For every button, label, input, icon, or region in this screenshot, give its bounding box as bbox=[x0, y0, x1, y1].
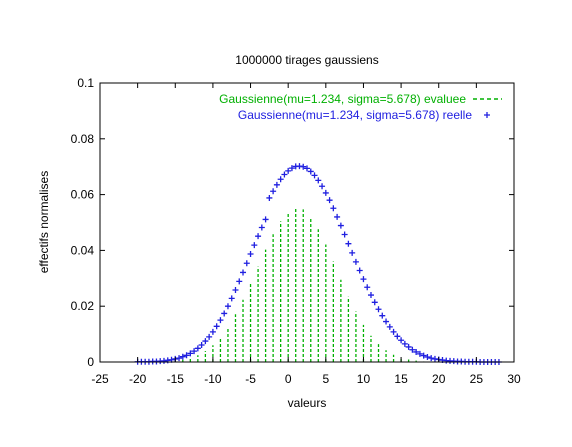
x-tick-label: -25 bbox=[91, 372, 109, 386]
data-point bbox=[401, 340, 408, 347]
data-point bbox=[243, 260, 250, 267]
data-point bbox=[202, 338, 209, 345]
data-point bbox=[191, 348, 198, 355]
data-point bbox=[198, 341, 205, 348]
data-point bbox=[345, 240, 352, 247]
x-tick-label: -20 bbox=[129, 372, 147, 386]
data-point bbox=[266, 194, 273, 201]
data-point bbox=[224, 303, 231, 310]
y-tick-label: 0.1 bbox=[77, 76, 94, 90]
data-point bbox=[428, 355, 435, 362]
data-point bbox=[413, 348, 420, 355]
data-point bbox=[364, 284, 371, 291]
data-point bbox=[179, 353, 186, 360]
x-tick-label: 25 bbox=[470, 372, 484, 386]
data-point bbox=[367, 292, 374, 299]
x-tick-label: 20 bbox=[432, 372, 446, 386]
data-point bbox=[341, 231, 348, 238]
data-point bbox=[334, 213, 341, 220]
data-point bbox=[311, 172, 318, 179]
data-point bbox=[236, 278, 243, 285]
x-axis: -25 -20 -15 -10 -5 0 5 10 15 20 25 30 bbox=[91, 83, 521, 386]
data-point bbox=[187, 350, 194, 357]
data-point bbox=[371, 299, 378, 306]
data-point bbox=[394, 333, 401, 340]
data-point bbox=[315, 177, 322, 184]
data-point bbox=[206, 333, 213, 340]
y-axis: 0 0.02 0.04 0.06 0.08 0.1 bbox=[71, 76, 514, 369]
data-point bbox=[176, 355, 183, 362]
data-point bbox=[273, 181, 280, 188]
data-point bbox=[251, 242, 258, 249]
data-point bbox=[213, 323, 220, 330]
data-point bbox=[285, 167, 292, 174]
data-point bbox=[420, 352, 427, 359]
plot-area: -25 -20 -15 -10 -5 0 5 10 15 20 25 30 0 0.02 0.04 0.06… bbox=[71, 76, 521, 386]
data-point bbox=[416, 350, 423, 357]
data-point bbox=[390, 328, 397, 335]
data-point bbox=[349, 249, 356, 256]
legend-label-evaluee: Gaussienne(mu=1.234, sigma=5.678) evalue… bbox=[219, 92, 466, 106]
x-axis-label: valeurs bbox=[288, 396, 327, 410]
data-point bbox=[300, 163, 307, 170]
legend-plus-marker bbox=[484, 112, 490, 118]
data-point bbox=[379, 312, 386, 319]
data-point bbox=[307, 168, 314, 175]
data-point bbox=[183, 352, 190, 359]
x-tick-label: 30 bbox=[507, 372, 521, 386]
x-tick-label: 15 bbox=[394, 372, 408, 386]
x-tick-label: 5 bbox=[322, 372, 329, 386]
data-point bbox=[424, 353, 431, 360]
data-point bbox=[375, 306, 382, 313]
data-point bbox=[228, 295, 235, 302]
y-tick-label: 0.08 bbox=[71, 132, 95, 146]
plot-frame bbox=[99, 82, 515, 363]
data-point bbox=[326, 197, 333, 204]
data-point bbox=[288, 165, 295, 172]
data-point bbox=[330, 205, 337, 212]
data-point bbox=[255, 233, 262, 240]
data-point bbox=[352, 258, 359, 265]
data-point bbox=[409, 346, 416, 353]
impulse-series bbox=[159, 207, 440, 362]
data-point bbox=[281, 171, 288, 178]
legend: Gaussienne(mu=1.234, sigma=5.678) evalue… bbox=[219, 92, 502, 122]
data-point bbox=[360, 276, 367, 283]
x-tick-label: -5 bbox=[245, 372, 256, 386]
y-tick-label: 0.06 bbox=[71, 188, 95, 202]
data-point bbox=[277, 176, 284, 183]
data-point bbox=[319, 183, 326, 190]
data-point bbox=[194, 345, 201, 352]
x-tick-label: -10 bbox=[204, 372, 222, 386]
chart-title: 1000000 tirages gaussiens bbox=[235, 53, 378, 67]
data-point bbox=[304, 165, 310, 172]
data-point bbox=[322, 189, 329, 196]
data-point bbox=[356, 267, 363, 274]
x-tick-label: -15 bbox=[167, 372, 185, 386]
data-point bbox=[383, 318, 390, 325]
data-point bbox=[221, 310, 228, 317]
data-point bbox=[240, 269, 247, 276]
x-tick-label: 10 bbox=[357, 372, 371, 386]
data-point bbox=[209, 328, 216, 335]
legend-marker-reelle bbox=[484, 112, 490, 118]
y-tick-label: 0 bbox=[87, 355, 94, 369]
data-point bbox=[232, 287, 239, 294]
data-point bbox=[386, 323, 393, 330]
data-point bbox=[405, 343, 412, 350]
y-tick-label: 0.04 bbox=[71, 243, 95, 257]
x-tick-label: 0 bbox=[285, 372, 292, 386]
y-axis-label: effectifs normalises bbox=[37, 171, 51, 274]
data-point bbox=[217, 317, 224, 324]
point-series bbox=[134, 163, 502, 365]
data-point bbox=[337, 222, 344, 229]
data-point bbox=[270, 188, 277, 195]
data-point bbox=[262, 216, 269, 223]
data-point bbox=[258, 224, 265, 231]
legend-label-reelle: Gaussienne(mu=1.234, sigma=5.678) reelle bbox=[238, 108, 472, 122]
y-tick-label: 0.02 bbox=[71, 299, 95, 313]
data-point bbox=[247, 251, 254, 258]
data-point bbox=[398, 337, 405, 344]
